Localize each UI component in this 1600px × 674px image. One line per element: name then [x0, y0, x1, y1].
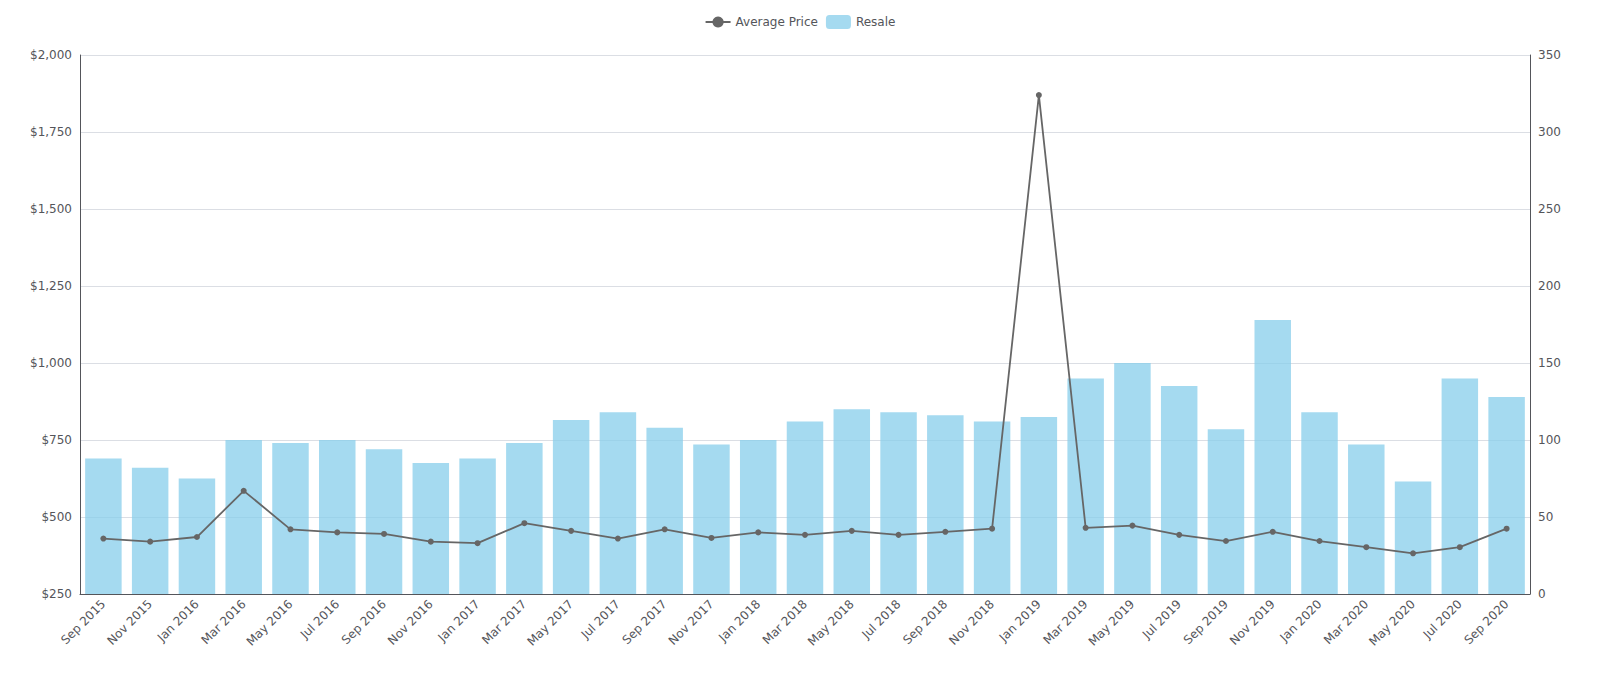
- svg-text:Jan 2020: Jan 2020: [1277, 597, 1325, 645]
- svg-text:Jul 2018: Jul 2018: [858, 597, 903, 642]
- svg-text:Jan 2019: Jan 2019: [996, 597, 1044, 645]
- svg-text:Mar 2016: Mar 2016: [199, 597, 249, 647]
- svg-text:Sep 2018: Sep 2018: [900, 597, 950, 647]
- svg-text:Mar 2017: Mar 2017: [479, 597, 529, 647]
- svg-text:Jan 2017: Jan 2017: [435, 597, 483, 645]
- svg-text:150: 150: [1538, 356, 1561, 370]
- svg-text:Nov 2017: Nov 2017: [666, 597, 717, 648]
- svg-text:250: 250: [1538, 202, 1561, 216]
- svg-text:Jan 2016: Jan 2016: [154, 597, 202, 645]
- svg-text:200: 200: [1538, 279, 1561, 293]
- svg-text:Jul 2017: Jul 2017: [578, 597, 623, 642]
- svg-text:May 2016: May 2016: [244, 597, 296, 649]
- svg-text:50: 50: [1538, 510, 1553, 524]
- svg-text:100: 100: [1538, 433, 1561, 447]
- svg-text:Jul 2016: Jul 2016: [297, 597, 342, 642]
- svg-text:Sep 2015: Sep 2015: [58, 597, 108, 647]
- svg-text:May 2017: May 2017: [524, 597, 576, 649]
- svg-text:Mar 2018: Mar 2018: [760, 597, 810, 647]
- svg-text:$2,000: $2,000: [30, 48, 72, 62]
- svg-text:Nov 2019: Nov 2019: [1227, 597, 1278, 648]
- svg-text:0: 0: [1538, 587, 1546, 601]
- svg-text:Mar 2019: Mar 2019: [1040, 597, 1090, 647]
- svg-text:Mar 2020: Mar 2020: [1321, 597, 1371, 647]
- svg-text:300: 300: [1538, 125, 1561, 139]
- svg-text:350: 350: [1538, 48, 1561, 62]
- svg-text:May 2019: May 2019: [1086, 597, 1138, 649]
- svg-text:Sep 2017: Sep 2017: [619, 597, 669, 647]
- svg-text:May 2018: May 2018: [805, 597, 857, 649]
- svg-text:Jan 2018: Jan 2018: [715, 597, 763, 645]
- svg-text:$250: $250: [41, 587, 72, 601]
- svg-text:Nov 2015: Nov 2015: [104, 597, 155, 648]
- svg-text:Nov 2016: Nov 2016: [385, 597, 436, 648]
- svg-text:$500: $500: [41, 510, 72, 524]
- svg-text:$1,000: $1,000: [30, 356, 72, 370]
- svg-text:Nov 2018: Nov 2018: [946, 597, 997, 648]
- svg-text:Sep 2020: Sep 2020: [1461, 597, 1511, 647]
- svg-text:Resale: Resale: [856, 15, 896, 29]
- svg-text:$750: $750: [41, 433, 72, 447]
- svg-text:$1,500: $1,500: [30, 202, 72, 216]
- svg-text:May 2020: May 2020: [1366, 597, 1418, 649]
- svg-text:$1,750: $1,750: [30, 125, 72, 139]
- svg-text:Jul 2020: Jul 2020: [1420, 597, 1465, 642]
- svg-text:$1,250: $1,250: [30, 279, 72, 293]
- svg-text:Sep 2016: Sep 2016: [339, 597, 389, 647]
- svg-text:Average Price: Average Price: [736, 15, 818, 29]
- svg-text:Sep 2019: Sep 2019: [1181, 597, 1231, 647]
- svg-text:Jul 2019: Jul 2019: [1139, 597, 1184, 642]
